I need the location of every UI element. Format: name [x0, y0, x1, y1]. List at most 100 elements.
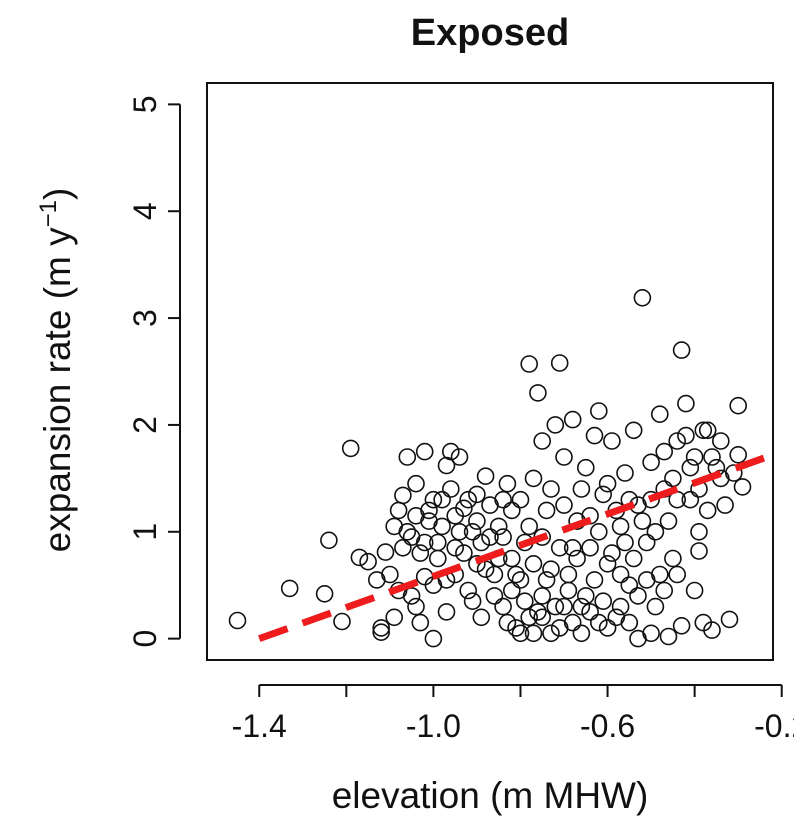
data-point — [611, 517, 630, 536]
data-point — [415, 567, 434, 586]
data-point — [572, 480, 591, 498]
data-point — [589, 522, 608, 541]
data-point — [642, 624, 660, 643]
data-point — [542, 560, 560, 579]
data-point — [563, 410, 582, 429]
data-point — [394, 486, 412, 505]
data-point — [533, 608, 552, 627]
data-point — [463, 522, 482, 541]
data-point — [381, 565, 399, 584]
data-point — [655, 442, 674, 461]
data-point — [485, 587, 504, 605]
data-point — [598, 554, 617, 573]
y-axis-label-close: ) — [37, 188, 78, 200]
data-point — [642, 453, 660, 472]
data-point — [502, 501, 521, 520]
data-point — [624, 421, 643, 440]
data-point — [594, 485, 613, 504]
data-point — [455, 544, 473, 562]
data-point — [563, 538, 582, 557]
data-point — [468, 485, 486, 504]
data-point — [433, 517, 451, 536]
data-point — [511, 490, 530, 509]
data-point — [555, 448, 573, 466]
data-point — [559, 581, 578, 600]
data-point — [633, 512, 652, 530]
data-point — [594, 592, 613, 611]
data-point — [511, 624, 530, 643]
data-point — [555, 496, 573, 514]
data-point — [646, 522, 665, 541]
y-axis-label-main: expansion rate (m y — [37, 227, 78, 552]
data-point — [603, 432, 621, 450]
data-point — [472, 533, 491, 552]
data-point — [650, 405, 669, 424]
data-point — [450, 448, 469, 466]
data-point — [624, 549, 643, 568]
x-tick-label: -0.6 — [580, 708, 635, 744]
x-tick-label: -0.2 — [754, 708, 794, 744]
data-point — [568, 549, 586, 568]
data-point — [664, 469, 682, 488]
data-point — [572, 597, 591, 616]
data-point — [441, 442, 460, 461]
data-point — [511, 571, 530, 589]
data-point — [472, 608, 491, 627]
data-point — [502, 549, 521, 568]
trend-line — [258, 451, 775, 642]
data-point — [459, 581, 478, 600]
data-point — [415, 533, 434, 552]
data-point — [550, 538, 569, 557]
data-point — [411, 613, 430, 632]
data-point — [629, 587, 647, 605]
data-point — [537, 571, 556, 589]
data-point — [533, 432, 552, 450]
data-points — [228, 288, 752, 648]
data-point — [620, 576, 639, 595]
data-point — [581, 603, 599, 621]
data-point — [441, 480, 460, 498]
data-point — [407, 597, 425, 616]
data-point — [520, 517, 539, 536]
data-point — [589, 613, 608, 632]
data-point — [585, 426, 604, 445]
data-point — [529, 384, 547, 402]
data-point — [411, 544, 430, 562]
x-axis-label: elevation (m MHW) — [332, 775, 649, 816]
data-point — [598, 619, 617, 637]
data-point — [372, 619, 391, 637]
data-point — [407, 474, 425, 493]
data-point — [333, 612, 351, 631]
chart-title: Exposed — [411, 12, 569, 54]
data-point — [437, 603, 456, 621]
data-point — [533, 587, 552, 605]
data-point — [398, 522, 417, 541]
data-point — [729, 396, 748, 415]
data-point — [611, 565, 630, 584]
data-point — [677, 394, 695, 413]
y-tick-label: 3 — [127, 309, 163, 327]
data-point — [681, 458, 700, 477]
data-point — [502, 581, 521, 600]
y-axis: 0 1 2 3 4 5 — [127, 95, 181, 648]
data-point — [389, 501, 408, 520]
data-point — [394, 538, 412, 557]
data-point — [459, 490, 478, 509]
data-point — [350, 548, 369, 567]
data-point — [455, 499, 473, 518]
data-point — [359, 552, 377, 571]
data-point — [485, 565, 504, 584]
data-point — [603, 544, 621, 562]
data-point — [481, 528, 499, 546]
data-point — [537, 501, 556, 520]
data-point — [690, 522, 708, 541]
data-point — [672, 616, 691, 635]
data-point — [576, 458, 595, 477]
data-point — [542, 480, 560, 498]
data-point — [433, 490, 451, 509]
data-point — [468, 554, 486, 573]
data-point — [620, 613, 639, 632]
data-point — [542, 624, 560, 643]
data-point — [720, 610, 739, 629]
